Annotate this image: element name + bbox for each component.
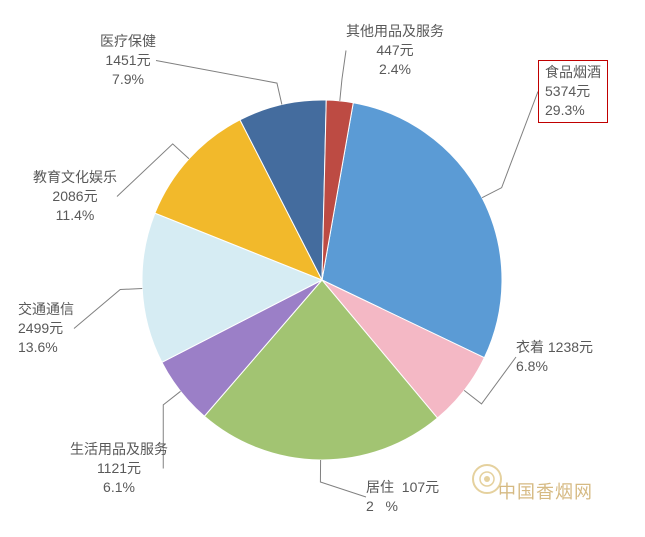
leader-0 <box>482 92 538 198</box>
leader-2 <box>320 460 366 497</box>
pie-chart-container: 食品烟酒 5374元 29.3% 衣着 1238元 6.8% 居住 107元 2 %… <box>0 0 645 537</box>
watermark-text: 中国香烟网 <box>498 478 593 504</box>
label-2: 居住 107元 2 % <box>366 478 439 516</box>
label-5: 教育文化娱乐 2086元 11.4% <box>33 168 117 225</box>
label-3: 生活用品及服务 1121元 6.1% <box>70 440 168 497</box>
label-7: 其他用品及服务 447元 2.4% <box>346 22 444 79</box>
leader-6 <box>156 61 282 105</box>
label-6: 医疗保健 1451元 7.9% <box>100 32 156 89</box>
leader-4 <box>74 288 142 328</box>
label-1: 衣着 1238元 6.8% <box>516 338 593 376</box>
label-highlighted: 食品烟酒 5374元 29.3% <box>538 60 608 123</box>
label-4: 交通通信 2499元 13.6% <box>18 300 74 357</box>
